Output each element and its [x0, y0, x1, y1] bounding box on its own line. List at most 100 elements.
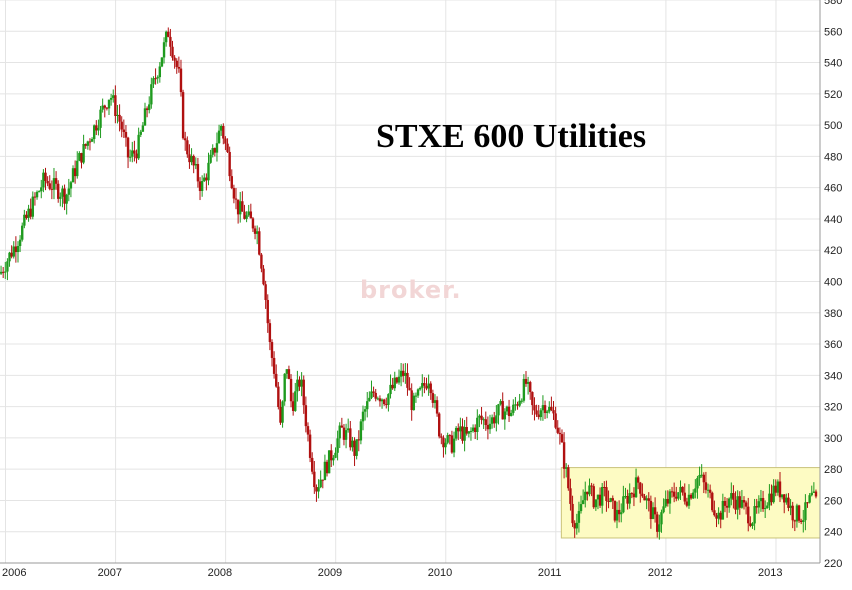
x-tick-label: 2011 — [538, 567, 562, 579]
candle — [414, 392, 418, 403]
candle — [425, 377, 428, 391]
candle — [395, 376, 399, 384]
candle-body — [42, 172, 45, 188]
candle — [658, 514, 661, 540]
candle — [103, 104, 106, 118]
candle — [581, 489, 585, 505]
candle-body — [139, 131, 142, 135]
candle-body — [92, 125, 96, 139]
candle — [173, 55, 176, 69]
candle — [412, 392, 416, 411]
candle — [776, 479, 780, 496]
candle-body — [29, 208, 32, 217]
candle — [209, 149, 212, 164]
candle-body — [253, 228, 257, 234]
candle — [88, 138, 92, 151]
candle-body — [586, 491, 589, 495]
candle — [416, 388, 420, 398]
candle-body — [33, 196, 37, 198]
candle-body — [776, 481, 780, 493]
candle-body — [789, 505, 792, 508]
candle — [190, 148, 193, 166]
candle-body — [319, 479, 322, 488]
candle-body — [761, 498, 765, 510]
candle — [145, 106, 149, 118]
candle — [349, 420, 352, 451]
candle-body — [696, 478, 699, 489]
candle-body — [740, 500, 744, 508]
candle — [457, 423, 460, 441]
candle-body — [84, 144, 87, 146]
candle — [795, 503, 799, 528]
candle — [677, 492, 680, 501]
candle-body — [649, 500, 653, 519]
chart-title: STXE 600 Utilities — [376, 118, 646, 155]
candle — [164, 30, 168, 47]
candle-body — [581, 500, 585, 505]
candle — [774, 479, 777, 497]
candle-body — [751, 523, 754, 526]
candle — [184, 131, 187, 151]
candle — [325, 459, 329, 477]
candle — [643, 493, 646, 501]
candle-body — [766, 505, 769, 509]
candle-body — [478, 415, 481, 418]
candle-body — [416, 389, 420, 396]
candle-body — [785, 497, 788, 503]
candle — [188, 144, 191, 169]
candle — [598, 487, 602, 508]
candle — [632, 487, 636, 507]
candle-body — [719, 512, 722, 520]
candle-body — [763, 508, 767, 510]
y-tick-label: 360 — [824, 339, 842, 351]
axes: 220 240 260 280 300 320 340 360 380 400 420 440 460 4… — [0, 0, 842, 579]
candle — [467, 431, 471, 438]
gridlines — [0, 0, 820, 564]
candle — [69, 180, 73, 198]
candle — [317, 479, 320, 499]
candle-body — [393, 377, 396, 389]
candle — [806, 501, 809, 508]
candle — [150, 77, 153, 109]
candle — [459, 417, 462, 439]
candle-body — [438, 413, 441, 437]
candle — [219, 124, 223, 136]
candle — [488, 414, 492, 434]
candle — [203, 173, 206, 183]
candle-body — [219, 125, 223, 131]
trading-range-box — [560, 467, 821, 539]
candle-body — [565, 467, 568, 469]
candle-body — [645, 498, 648, 501]
candle — [311, 452, 314, 475]
candle — [315, 484, 318, 502]
candle — [596, 494, 600, 510]
candle — [476, 409, 479, 441]
candle-body — [366, 401, 369, 410]
candle — [1, 267, 5, 279]
candle-body — [31, 196, 35, 217]
candle-body — [122, 129, 126, 133]
candle — [251, 217, 255, 232]
candle-body — [550, 406, 553, 411]
candle — [692, 489, 695, 500]
candle-body — [167, 31, 170, 37]
candle-body — [507, 406, 511, 417]
candle-body — [342, 427, 346, 440]
candle — [92, 124, 96, 144]
candle-body — [124, 132, 128, 138]
candle-body — [539, 410, 543, 418]
candle-body — [118, 114, 121, 122]
candle-body — [700, 474, 703, 476]
candle — [454, 426, 458, 441]
y-tick-label: 300 — [824, 433, 842, 445]
candle — [84, 143, 87, 149]
candle-body — [783, 494, 786, 503]
candle-body — [423, 383, 426, 386]
candle — [484, 411, 487, 431]
candle-body — [230, 176, 233, 189]
candle — [787, 493, 790, 512]
candle — [230, 169, 233, 190]
candle — [215, 132, 219, 162]
candle — [641, 483, 644, 498]
candle-body — [571, 503, 574, 524]
